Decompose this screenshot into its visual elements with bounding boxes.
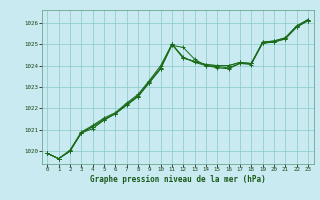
X-axis label: Graphe pression niveau de la mer (hPa): Graphe pression niveau de la mer (hPa) [90, 175, 266, 184]
